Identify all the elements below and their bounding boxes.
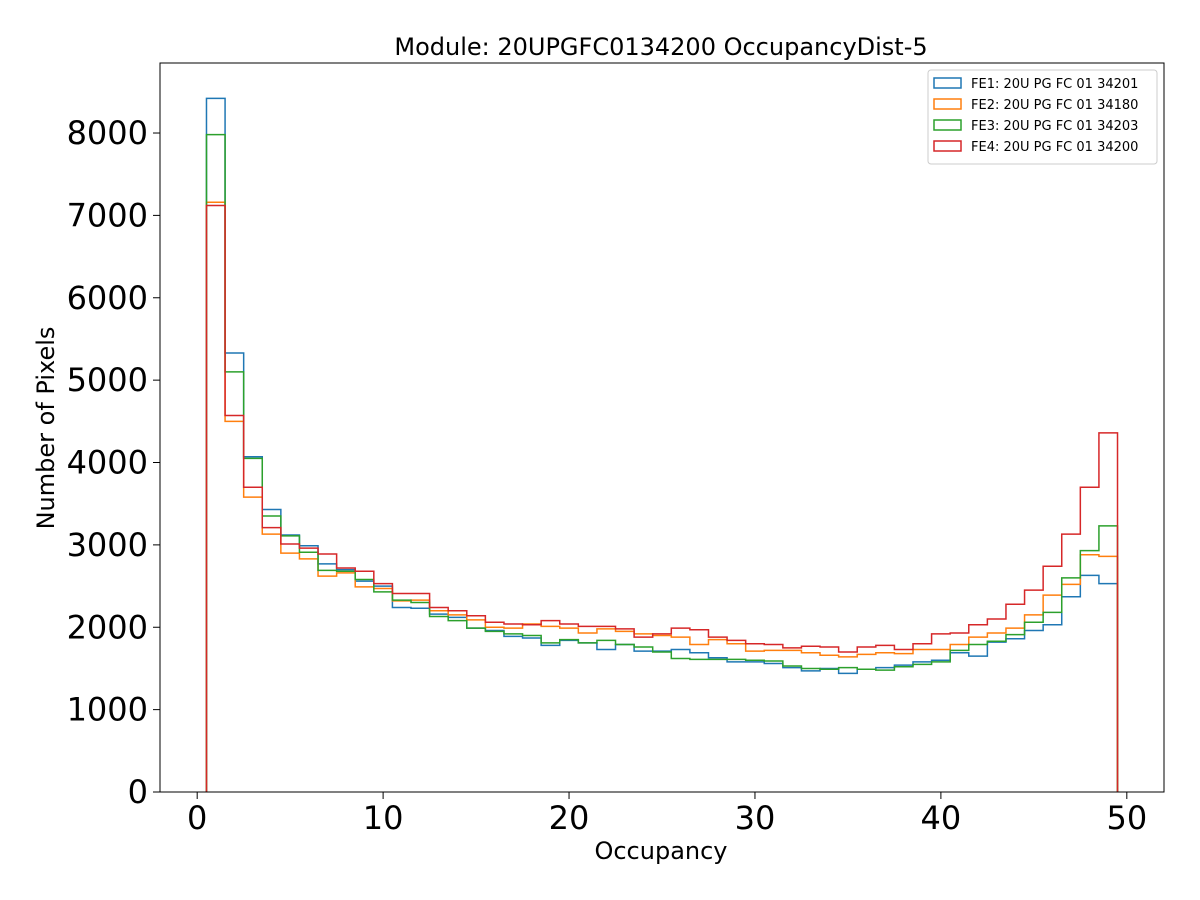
y-tick-label: 8000 — [67, 114, 148, 152]
legend-box — [927, 69, 1158, 165]
y-axis-label: Number of Pixels — [32, 327, 60, 530]
legend-swatch-fe1 — [933, 77, 962, 89]
legend: FE1: 20U PG FC 01 34201 FE2: 20U PG FC 01… — [927, 69, 1158, 165]
axis-ticks: 0 10 20 30 40 50 0 1000 2000 3000 4000 5000 6000 7000… — [67, 114, 1148, 837]
y-tick-label: 6000 — [67, 279, 148, 317]
series-line-fe4 — [205, 204, 1119, 792]
y-tick-label: 5000 — [67, 361, 148, 399]
x-tick-label: 20 — [549, 799, 590, 837]
legend-swatch-fe4 — [933, 140, 962, 152]
legend-swatch-fe3 — [933, 119, 962, 131]
legend-label-fe4: FE4: 20U PG FC 01 34200 — [971, 140, 1138, 155]
y-tick-label: 0 — [128, 773, 148, 811]
x-tick-label: 40 — [921, 799, 962, 837]
legend-label-fe3: FE3: 20U PG FC 01 34203 — [971, 119, 1138, 134]
series-line-fe3 — [205, 133, 1119, 792]
y-tick-label: 1000 — [67, 691, 148, 729]
plot-frame — [159, 62, 1165, 793]
legend-swatch-fe2 — [933, 98, 962, 110]
plot-area — [159, 62, 1165, 793]
legend-label-fe2: FE2: 20U PG FC 01 34180 — [971, 98, 1138, 113]
x-tick-label: 30 — [735, 799, 776, 837]
y-tick-label: 4000 — [67, 444, 148, 482]
y-tick-label: 2000 — [67, 608, 148, 646]
chart-title: Module: 20UPGFC0134200 OccupancyDist-5 — [394, 33, 927, 61]
x-tick-label: 0 — [187, 799, 207, 837]
y-tick-label: 3000 — [67, 526, 148, 564]
y-tick-label: 7000 — [67, 196, 148, 234]
legend-label-fe1: FE1: 20U PG FC 01 34201 — [971, 77, 1138, 92]
x-tick-label: 10 — [363, 799, 404, 837]
x-axis-label: Occupancy — [594, 837, 727, 865]
x-tick-label: 50 — [1106, 799, 1147, 837]
